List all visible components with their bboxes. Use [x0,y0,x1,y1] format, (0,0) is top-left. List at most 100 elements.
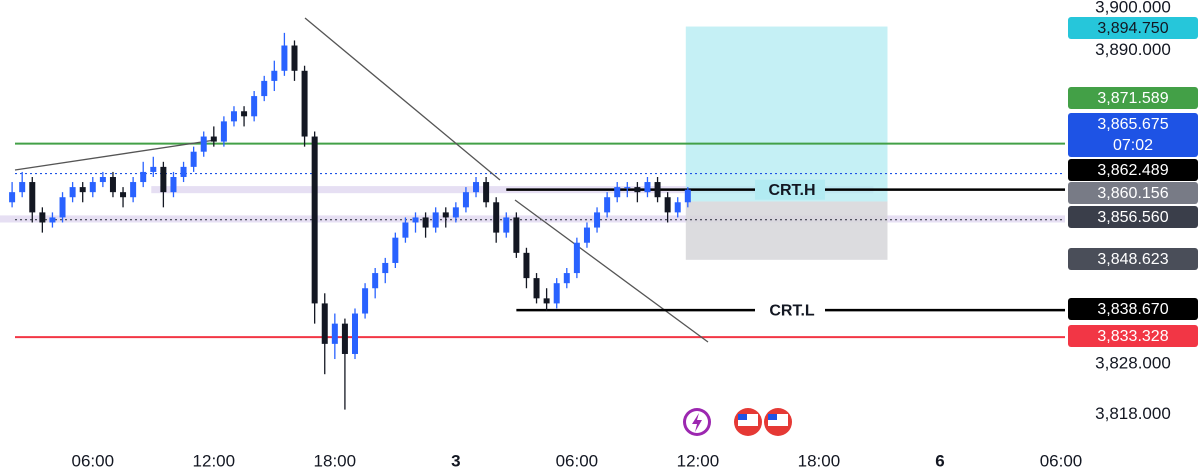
candle-body [321,303,328,344]
candle-body [220,121,227,142]
trendline [304,17,501,181]
x-tick-label: 12:00 [677,451,720,470]
price-label-box [1068,325,1198,347]
candle-body [513,217,520,253]
flag-canton [768,414,777,420]
candle-body [230,111,237,122]
x-tick-label: 18:00 [314,451,357,470]
candle-body [130,182,137,198]
candle-body [442,212,449,218]
candle-body [79,187,86,193]
candle-body [352,313,358,354]
candle-body [664,197,671,213]
annotation-bg [755,179,825,200]
candle-body [109,176,116,193]
annotation-bg [755,300,825,321]
candle-body [543,298,550,304]
candle-body [210,136,217,142]
candle-body [644,182,651,193]
candle-body [29,182,36,213]
price-label: 3,871.589 [1097,90,1168,107]
candle-body [684,189,691,203]
candle-body [553,283,560,304]
candle-body [99,176,106,183]
candle-body [402,222,409,238]
candle-body [39,212,46,223]
candle-body [89,182,96,193]
candle-body [150,166,157,172]
candle-body [483,182,490,203]
target-zone [685,26,888,202]
price-label-box [1068,206,1198,228]
candle-body [281,45,288,71]
candle-body [120,192,127,198]
x-tick-label: 06:00 [72,451,115,470]
candle-body [311,136,318,304]
candle-body [9,192,16,203]
price-label: 3,894.750 [1097,20,1168,37]
stop-zone [685,201,888,260]
candle-body [503,217,510,233]
candle-body [452,207,459,218]
candle-body [473,182,480,193]
candle-body [160,166,167,193]
candle-body [190,151,197,167]
candle-body [271,70,278,81]
flag-canton [738,414,747,420]
y-tick-label: 3,900.000 [1095,0,1171,16]
candle-body [654,182,661,198]
price-label-box [1068,298,1198,320]
x-tick-label: 06:00 [1040,451,1083,470]
candle-body [604,197,611,213]
y-tick-label: 3,818.000 [1095,404,1171,423]
candle-body [331,323,338,344]
candle-body [573,242,580,274]
candle-body [432,212,439,228]
price-label: 3,865.675 [1097,116,1168,133]
annotation-label: CRT.H [768,182,815,199]
candle-body [674,202,681,213]
annotation-label: CRT.L [769,302,815,319]
candle-body [241,111,248,117]
candle-body [533,278,540,299]
candle-body [140,171,147,183]
candle-body [59,197,66,218]
x-tick-label: 3 [451,451,460,470]
candle-body [594,212,601,228]
candle-body [170,176,177,193]
price-label: 3,856.560 [1097,209,1168,226]
candle-body [291,45,298,71]
price-label-box [1068,159,1198,181]
candle-body [49,217,56,223]
candle-body [372,273,379,289]
candle-body [523,252,530,279]
candle-body [301,70,308,137]
candle-body [634,187,641,193]
price-label-box [1068,87,1198,109]
trendline [14,139,216,171]
price-label: 3,860.156 [1097,185,1168,202]
price-label: 3,838.670 [1097,301,1168,318]
countdown: 07:02 [1113,137,1153,154]
price-label-box [1068,113,1198,157]
candle-body [200,136,207,152]
candle-body [69,187,76,198]
price-label-box [1068,248,1198,270]
candle-body [261,80,268,97]
candle-body [412,217,419,223]
zone [0,215,1065,223]
price-label: 3,862.489 [1097,162,1168,179]
price-label: 3,833.328 [1097,328,1168,345]
candle-body [624,187,631,189]
x-tick-label: 6 [935,451,944,470]
candle-body [493,202,500,233]
candle-body [422,217,429,228]
candle-body [583,227,590,243]
candle-body [251,96,258,117]
candle-body [614,187,621,198]
y-tick-label: 3,890.000 [1095,40,1171,59]
event-icons [683,408,792,436]
price-label-box [1068,17,1198,39]
candle-body [563,273,570,284]
